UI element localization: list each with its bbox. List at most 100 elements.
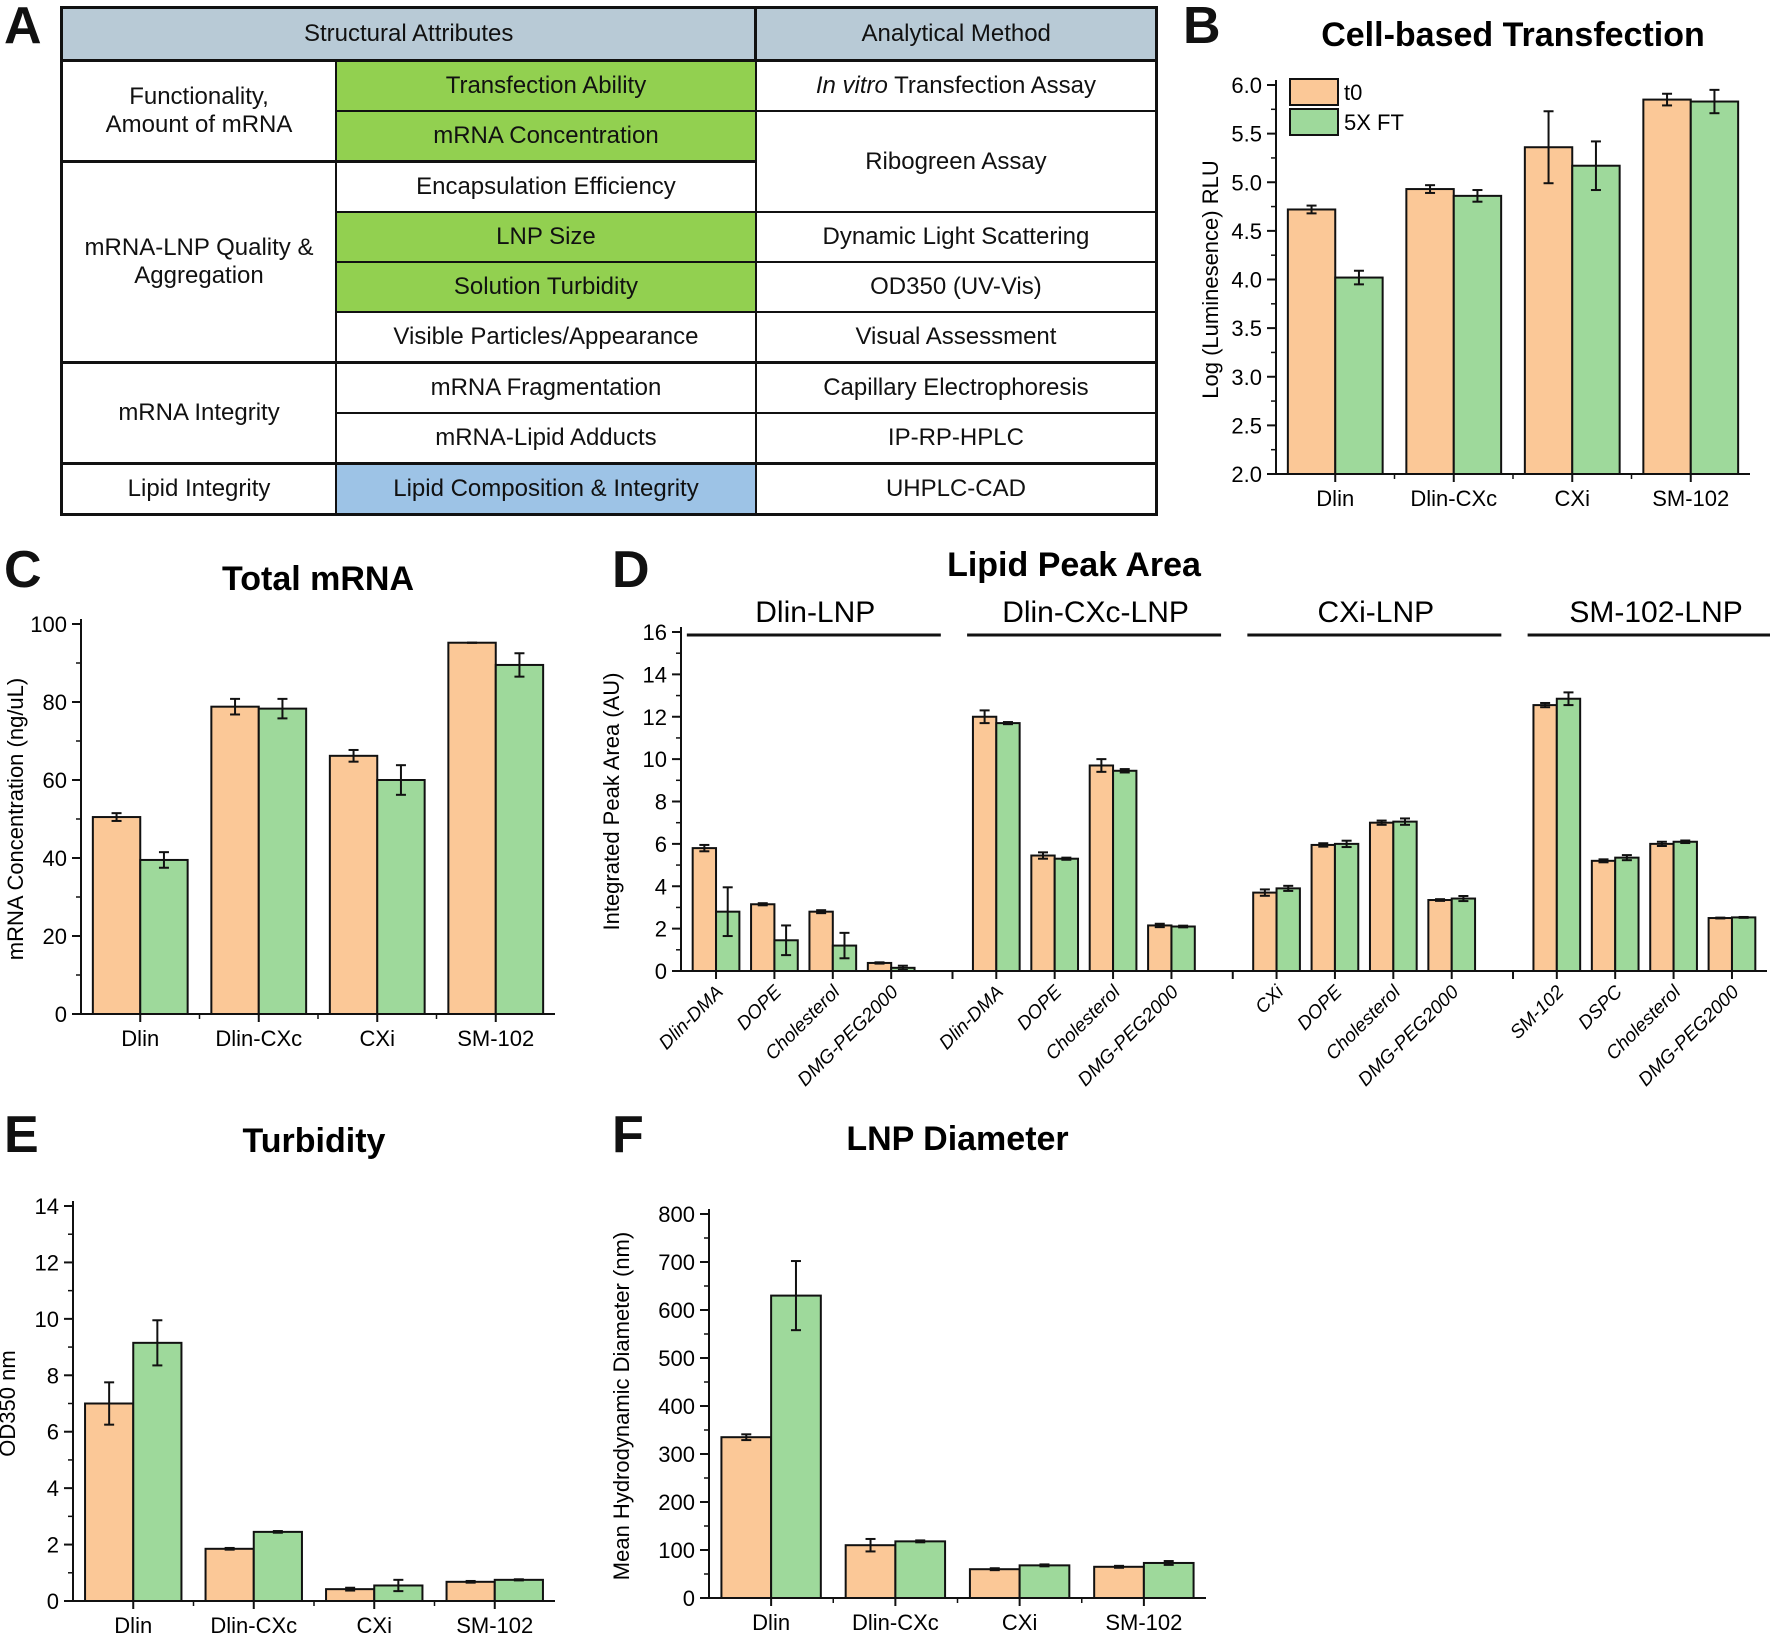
x-tick-label: CXi	[360, 1026, 395, 1051]
method-iprp: IP-RP-HPLC	[754, 412, 1158, 465]
chart-title: Turbidity	[243, 1122, 386, 1160]
bar	[1707, 917, 1733, 972]
bar	[1730, 916, 1757, 973]
method-dls: Dynamic Light Scattering	[754, 211, 1158, 263]
y-tick-label: 300	[658, 1442, 695, 1467]
bar	[1334, 276, 1384, 475]
x-tick-label: Dlin	[1316, 486, 1354, 511]
chart-title: Cell-based Transfection	[1321, 16, 1705, 54]
y-tick-label: 20	[43, 924, 67, 949]
x-tick-label: DMG-PEG2000	[1354, 981, 1463, 1090]
y-tick-label: 10	[643, 747, 667, 772]
y-tick-label: 6	[655, 832, 667, 857]
method-italic: In vitro	[815, 72, 888, 99]
chart-panel-d: Lipid Peak Area 0 2 4 6 8 10 12 14 16 Integrated P…	[599, 546, 1770, 1091]
header-structural-attributes: Structural Attributes	[59, 6, 758, 62]
x-tick-label: CXi	[1555, 486, 1590, 511]
y-tick-label: 40	[43, 846, 67, 871]
chart-panel-b: Cell-based Transfection 2.0 2.5 3.0 3.5 4.0 4.…	[1198, 16, 1750, 511]
bar	[1030, 854, 1056, 973]
attr-visible-particles: Visible Particles/Appearance	[335, 311, 757, 364]
group-label: Dlin-CXc-LNP	[1002, 596, 1189, 629]
bar	[1368, 821, 1395, 972]
method-text: Transfection Assay	[887, 72, 1097, 99]
y-tick-label: 10	[35, 1307, 59, 1332]
bar	[257, 707, 308, 1015]
attr-transfection: Transfection Ability	[335, 59, 757, 112]
y-tick-label: 100	[658, 1538, 695, 1563]
group-lipid-integrity: Lipid Integrity	[60, 462, 338, 516]
bar	[750, 903, 776, 973]
y-tick-label: 2.0	[1231, 462, 1262, 487]
bar	[1523, 146, 1574, 476]
chart-title: Lipid Peak Area	[947, 546, 1202, 584]
bar	[1252, 891, 1278, 973]
table-row: Visible Particles/Appearance Visual Asse…	[62, 311, 1158, 364]
y-tick-label: 4.0	[1231, 268, 1262, 293]
group-label: CXi-LNP	[1317, 596, 1434, 629]
y-tick-label: 14	[643, 662, 667, 687]
legend-label: 5X FT	[1344, 110, 1404, 135]
bar	[1452, 194, 1503, 476]
bar	[1571, 164, 1621, 475]
y-tick-label: 3.0	[1231, 365, 1262, 390]
bar	[204, 1547, 255, 1603]
attr-encapsulation: Encapsulation Efficiency	[335, 160, 757, 213]
panel-letter-a: A	[4, 0, 42, 55]
table-row: Lipid Integrity Lipid Composition & Inte…	[60, 462, 1158, 516]
chart-panel-c: Total mRNA 0 20 40 60 80 100 mRNA Concentration…	[3, 560, 555, 1051]
x-tick-label: DMG-PEG2000	[1074, 981, 1183, 1090]
bar	[1170, 925, 1196, 972]
x-tick-label: Dlin	[114, 1613, 152, 1635]
x-tick-label: SM-102	[1105, 1610, 1182, 1635]
bar	[493, 1578, 544, 1602]
bar	[1532, 704, 1558, 972]
x-tick-label: Dlin-CXc	[215, 1026, 302, 1051]
bar	[494, 663, 545, 1015]
x-tick-label: SM-102	[1652, 486, 1729, 511]
bar	[139, 858, 189, 1016]
method-transfection: In vitro Transfection Assay	[754, 59, 1158, 112]
y-tick-label: 0	[683, 1586, 695, 1611]
table-row: Functionality, Amount of mRNA Transfecti…	[60, 59, 1158, 163]
bar	[1614, 856, 1640, 972]
y-tick-label: 8	[655, 790, 667, 815]
y-tick-label: 400	[658, 1394, 695, 1419]
group-functionality: Functionality, Amount of mRNA	[60, 59, 338, 163]
attr-turbidity: Solution Turbidity	[335, 261, 757, 313]
bar	[770, 1294, 822, 1599]
y-tick-label: 6	[47, 1420, 59, 1445]
y-tick-label: 4	[47, 1476, 59, 1501]
x-tick-label: SM-102	[456, 1613, 533, 1635]
bar	[1689, 100, 1740, 475]
bar	[1093, 1565, 1145, 1600]
x-tick-label: Dlin-CXc	[852, 1610, 939, 1635]
y-tick-label: 2.5	[1231, 413, 1262, 438]
bar	[971, 715, 998, 972]
bar	[844, 1544, 897, 1599]
y-tick-label: 2	[655, 917, 667, 942]
bar	[445, 1580, 496, 1603]
attr-adducts: mRNA-Lipid Adducts	[335, 412, 757, 465]
bar	[1590, 859, 1617, 973]
table-row: Solution Turbidity OD350 (UV-Vis)	[62, 261, 1158, 313]
x-tick-label: CXi	[1002, 1610, 1037, 1635]
x-tick-label: DMG-PEG2000	[794, 981, 903, 1090]
y-tick-label: 800	[658, 1202, 695, 1227]
bar	[252, 1530, 303, 1602]
bar	[1286, 208, 1337, 475]
x-tick-label: Dlin-DMA	[936, 982, 1008, 1054]
y-tick-label: 600	[658, 1298, 695, 1323]
panel-letter-f: F	[612, 1106, 644, 1164]
method-od350: OD350 (UV-Vis)	[754, 261, 1158, 313]
group-quality: mRNA-LNP Quality & Aggregation	[60, 160, 338, 364]
attr-lnp-size: LNP Size	[335, 211, 757, 263]
bar	[1018, 1564, 1071, 1599]
chart-title: Total mRNA	[222, 560, 414, 598]
bar	[328, 754, 379, 1015]
bar	[1405, 188, 1455, 475]
y-tick-label: 0	[655, 959, 667, 984]
bar	[132, 1341, 183, 1602]
bar	[84, 1402, 135, 1602]
y-tick-label: 0	[47, 1589, 59, 1614]
